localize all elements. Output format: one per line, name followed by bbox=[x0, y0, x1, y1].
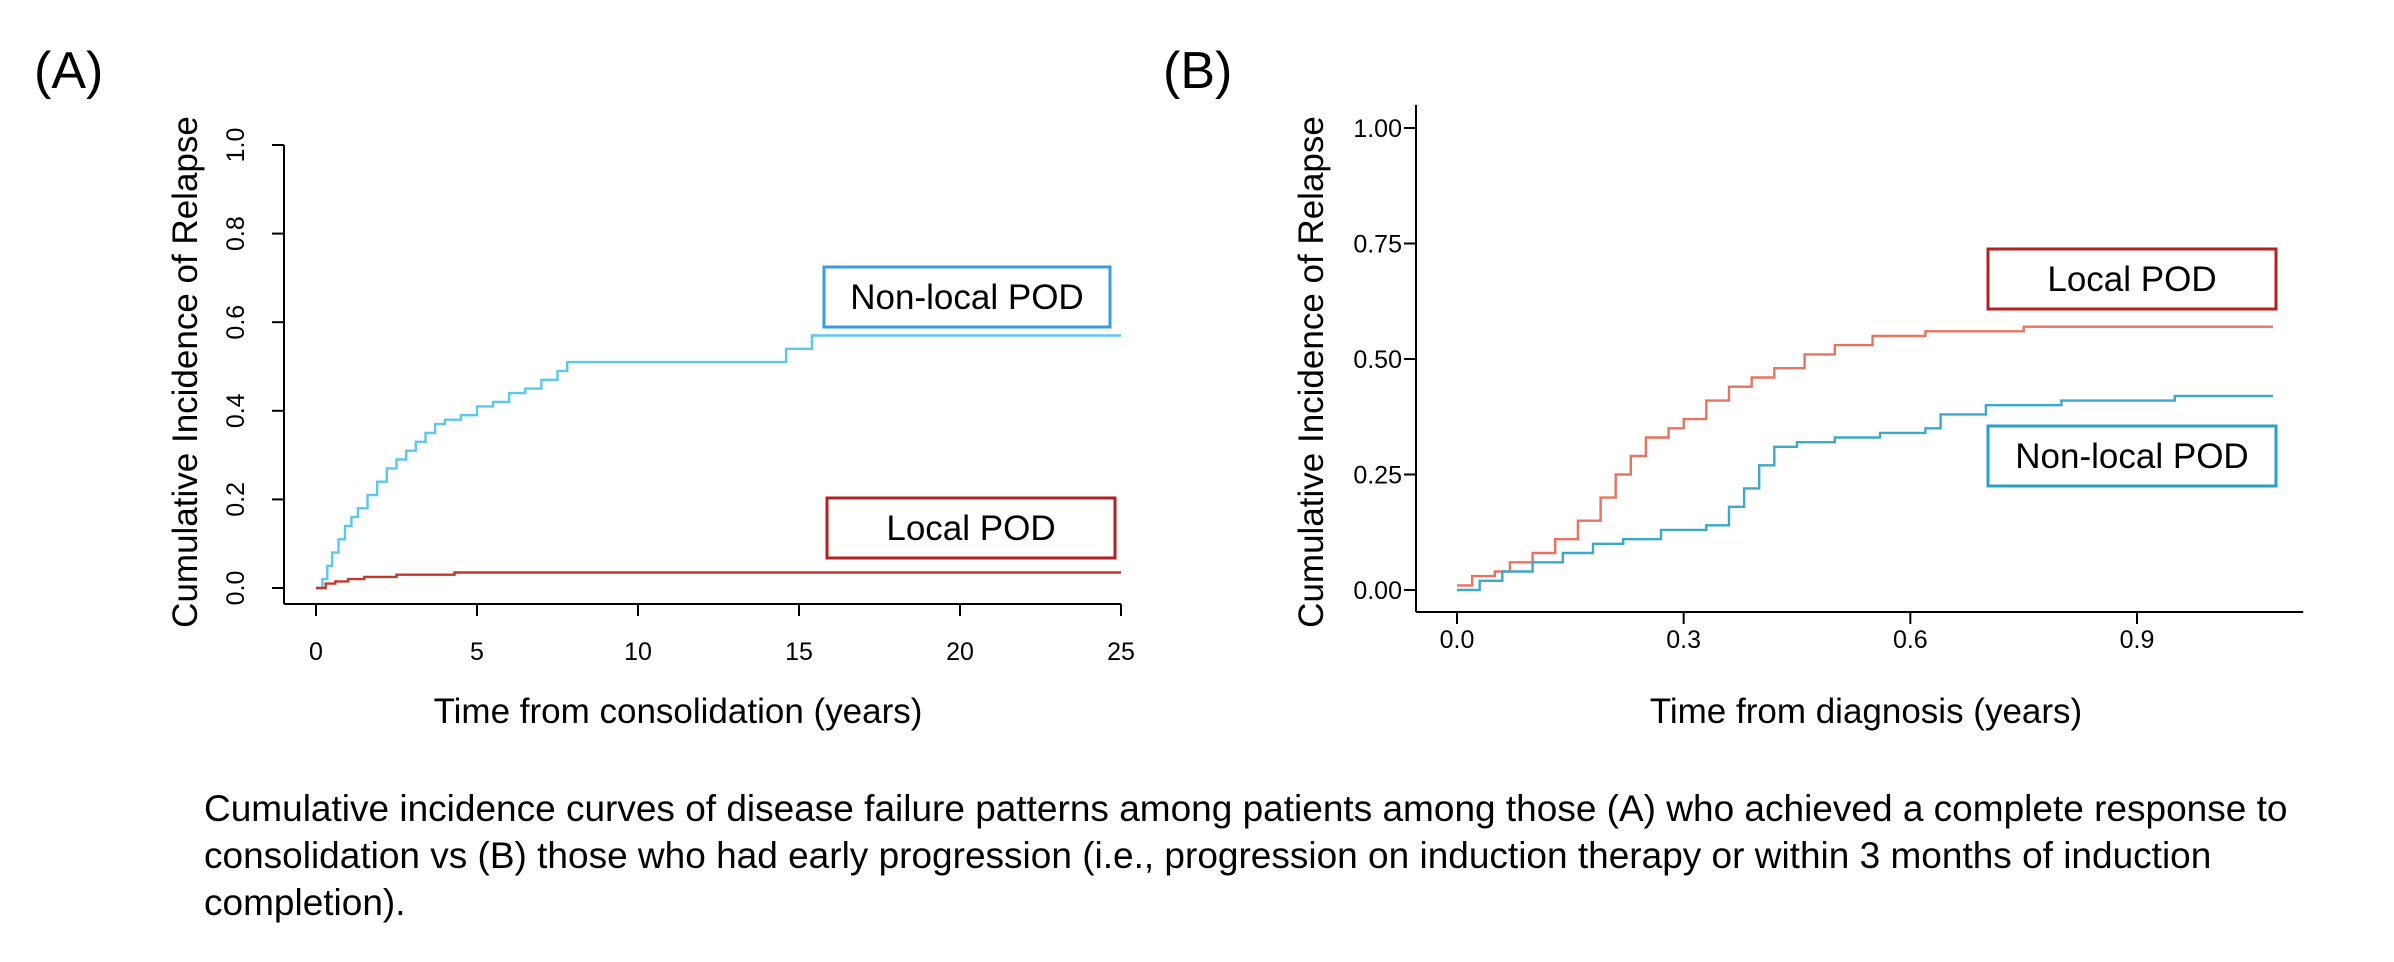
panel-a-y-tick-label: 0.8 bbox=[222, 216, 250, 251]
panel-a-legend-local: Local POD bbox=[825, 496, 1117, 560]
panel-b-curve-non-local-pod bbox=[1457, 394, 2273, 592]
panel-a-y-tick-label: 0.6 bbox=[222, 305, 250, 340]
panel-a-x-tick-label: 20 bbox=[946, 638, 974, 666]
panel-a-curve-local-pod bbox=[316, 571, 1121, 590]
panel-a-letter: (A) bbox=[34, 42, 103, 100]
panel-a-axes: 0 5 10 15 20 25 0.0 0.2 0.4 0.6 0.8 1.0 bbox=[222, 128, 1135, 666]
panel-a-legend-nonlocal-box bbox=[822, 265, 1112, 329]
panel-b-legend-nonlocal-box bbox=[1986, 424, 2278, 488]
panel-a-x-tick-label: 25 bbox=[1107, 638, 1135, 666]
panel-a-x-tick-label: 15 bbox=[785, 638, 813, 666]
panel-a-legend-local-box bbox=[825, 496, 1117, 560]
panel-a-y-tick-label: 1.0 bbox=[222, 128, 250, 163]
panel-b-legend-local-box bbox=[1986, 247, 2278, 311]
panel-b-ylabel: Cumulative Incidence of Relapse bbox=[1292, 116, 1331, 628]
panel-a-y-tick-label: 0.4 bbox=[222, 393, 250, 428]
panel-a-x-tick-label: 0 bbox=[309, 638, 323, 666]
panel-a-legend-nonlocal-label: Non-local POD bbox=[850, 278, 1083, 317]
panel-a-curve-non-local-pod bbox=[316, 334, 1121, 590]
panel-a-xlabel: Time from consolidation (years) bbox=[434, 692, 923, 731]
panel-b-x-tick-label: 0.6 bbox=[1893, 626, 1928, 654]
panel-a-ylabel: Cumulative Incidence of Relapse bbox=[166, 116, 205, 628]
panel-a-curves bbox=[316, 334, 1121, 590]
panel-b-x-tick-label: 0.3 bbox=[1666, 626, 1701, 654]
panel-b-xlabel: Time from diagnosis (years) bbox=[1650, 692, 2082, 731]
panel-b-legend-local-label: Local POD bbox=[2047, 260, 2216, 299]
panel-b-x-tick-label: 0.0 bbox=[1440, 626, 1475, 654]
panel-a-legend-local-label: Local POD bbox=[886, 509, 1055, 548]
panel-a: (A) Cumulative Incidence of Relapse Time… bbox=[34, 42, 1135, 731]
panel-b-curves bbox=[1457, 325, 2273, 592]
panel-b-y-tick-label: 1.00 bbox=[1353, 115, 1402, 143]
panel-a-legend-nonlocal: Non-local POD bbox=[822, 265, 1112, 329]
panel-b-legend-nonlocal: Non-local POD bbox=[1986, 424, 2278, 488]
panel-b-axes: 0.0 0.3 0.6 0.9 0.00 0.25 0.50 0.75 1.00 bbox=[1353, 104, 2304, 654]
panel-b-letter: (B) bbox=[1163, 42, 1232, 100]
panel-b-y-tick-label: 0.75 bbox=[1353, 231, 1402, 259]
panel-a-y-tick-label: 0.0 bbox=[222, 571, 250, 606]
panel-b-y-tick-label: 0.25 bbox=[1353, 462, 1402, 490]
panel-b-curve-local-pod bbox=[1457, 325, 2273, 587]
panel-b: (B) Cumulative Incidence of Relapse Time… bbox=[1163, 42, 2304, 731]
panel-a-x-tick-label: 5 bbox=[470, 638, 484, 666]
panel-a-y-tick-label: 0.2 bbox=[222, 482, 250, 517]
panel-b-legend-nonlocal-label: Non-local POD bbox=[2015, 437, 2248, 476]
panel-b-x-tick-label: 0.9 bbox=[2120, 626, 2155, 654]
figure-caption: Cumulative incidence curves of disease f… bbox=[204, 788, 2288, 923]
panel-b-y-tick-label: 0.00 bbox=[1353, 577, 1402, 605]
panel-b-legend-local: Local POD bbox=[1986, 247, 2278, 311]
panel-a-x-tick-label: 10 bbox=[624, 638, 652, 666]
panel-b-y-tick-label: 0.50 bbox=[1353, 346, 1402, 374]
